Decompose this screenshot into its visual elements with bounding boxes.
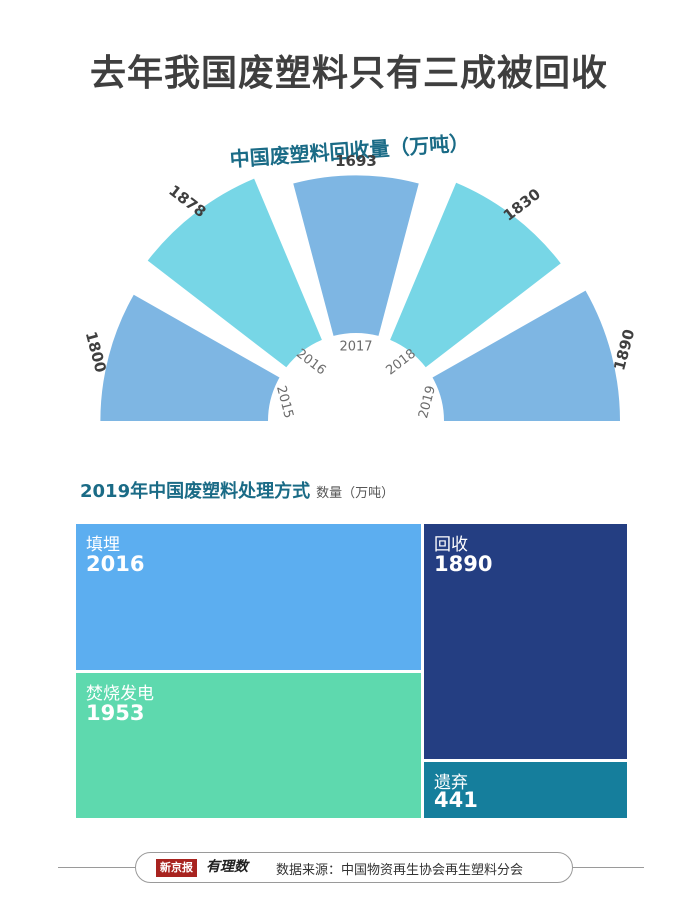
treemap-cell-recycling: 回收 1890 — [424, 524, 627, 759]
column-logo: 有理数 — [206, 859, 248, 875]
fan-year-label: 2017 — [339, 340, 372, 355]
fan-value-label: 1800 — [82, 330, 110, 375]
fan-year-label: 2016 — [293, 346, 328, 378]
fan-value-label: 1693 — [335, 152, 377, 170]
fan-sector-2019 — [432, 290, 620, 421]
newspaper-logo: 新京报 — [156, 859, 197, 877]
fan-sector-2016 — [147, 178, 322, 368]
treemap-cell-value: 1953 — [86, 701, 145, 725]
fan-value-label: 1890 — [610, 327, 638, 372]
fan-year-label: 2019 — [416, 384, 439, 420]
data-source: 数据来源：中国物资再生协会再生塑料分会 — [276, 863, 524, 878]
treemap-cell-label: 焚烧发电 — [86, 684, 154, 704]
treemap-cell-value: 441 — [434, 788, 478, 812]
main-title: 去年我国废塑料只有三成被回收 — [89, 53, 608, 94]
treemap-cell-landfill: 填埋 2016 — [76, 524, 421, 670]
fan-sector-2017 — [293, 175, 419, 336]
treemap-unit: 数量（万吨） — [316, 486, 395, 501]
treemap-cell-label: 遗弃 — [434, 773, 468, 793]
treemap-title: 2019年中国废塑料处理方式 数量（万吨） — [80, 477, 394, 503]
treemap-cell-abandoned: 遗弃 441 — [424, 762, 627, 818]
fan-sector-2018 — [390, 182, 561, 368]
treemap-cell-value: 2016 — [86, 552, 145, 576]
treemap-title-text: 2019年中国废塑料处理方式 — [80, 481, 311, 502]
fan-value-label: 1878 — [165, 181, 209, 221]
treemap-cell-label: 填埋 — [86, 535, 120, 555]
fan-sector-2015 — [100, 294, 280, 421]
fan-year-label: 2015 — [273, 384, 296, 420]
treemap-cell-incineration: 焚烧发电 1953 — [76, 673, 421, 818]
treemap-cell-label: 回收 — [434, 535, 468, 555]
fan-value-label: 1830 — [500, 185, 544, 225]
treemap-cell-value: 1890 — [434, 552, 493, 576]
recycling-fan-chart: 中国废塑料回收量（万吨） 180020151878201616932017183… — [82, 131, 638, 421]
treatment-treemap: 填埋 2016 回收 1890 焚烧发电 1953 遗弃 441 — [76, 524, 627, 818]
footer: 新京报 有理数 数据来源：中国物资再生协会再生塑料分会 — [135, 852, 573, 883]
